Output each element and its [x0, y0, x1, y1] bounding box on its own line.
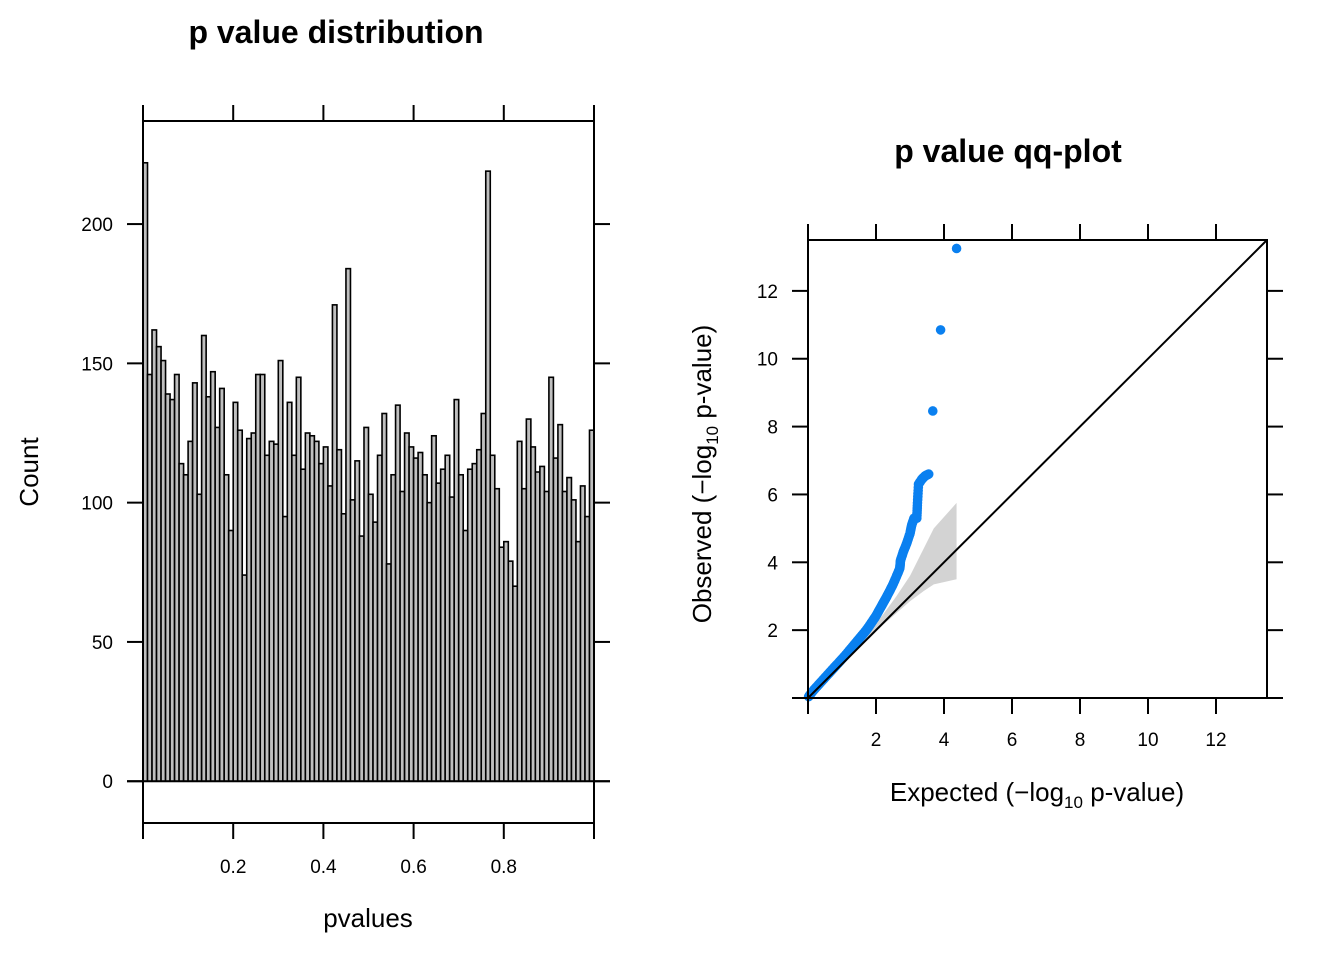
histogram-x-tick-label: 0.6: [400, 857, 426, 878]
histogram-y-tick-label: 150: [81, 354, 113, 375]
histogram-bars: [142, 161, 595, 783]
qq-x-axis-label: Expected (−log10 p-value): [890, 777, 1184, 812]
qq-reference-line: [807, 239, 1268, 699]
qq-y-tick-label: 4: [767, 553, 778, 574]
qq-plot-frame: [807, 239, 1268, 699]
qq-x-tick-label: 6: [1007, 730, 1018, 751]
qq-y-axis-label: Observed (−log10 p-value): [687, 325, 722, 624]
qq-x-tick-label: 2: [871, 730, 882, 751]
histogram-y-tick-label: 50: [92, 633, 113, 654]
qq-plot-title: p value qq-plot: [894, 133, 1122, 169]
qq-y-tick-label: 2: [767, 621, 778, 642]
histogram-y-tick-label: 200: [81, 215, 113, 236]
qq-y-tick-label: 8: [767, 418, 778, 439]
qq-x-tick-label: 12: [1205, 730, 1226, 751]
qq-x-ticks: 2 4 6 8 10 12: [807, 224, 1227, 751]
qq-x-tick-label: 4: [939, 730, 950, 751]
qq-x-tick-label: 10: [1137, 730, 1158, 751]
qq-x-label-prefix: Expected (−log: [890, 777, 1064, 807]
qq-y-tick-label: 6: [767, 485, 778, 506]
qq-confidence-band: [855, 502, 957, 651]
histogram-y-ticks: 0 50 100 150 200: [81, 215, 610, 793]
histogram-y-tick-label: 100: [81, 494, 113, 515]
qq-point: [951, 243, 962, 254]
qq-y-label-subscript: 10: [703, 426, 722, 445]
qq-x-label-subscript: 10: [1064, 793, 1083, 812]
qq-plot-panel: p value qq-plot 2 4 6 8 10 12 2 4 6 8 10 12 Expect…: [687, 133, 1283, 812]
qq-y-label-suffix: p-value): [687, 325, 717, 426]
histogram-x-ticks-top: [142, 105, 595, 121]
qq-x-tick-label: 8: [1075, 730, 1086, 751]
histogram-x-tick-label: 0.4: [310, 857, 337, 878]
histogram-x-ticks: 0.2 0.4 0.6 0.8: [142, 823, 595, 878]
histogram-title: p value distribution: [188, 14, 483, 50]
qq-y-tick-label: 12: [757, 282, 778, 303]
qq-y-label-prefix: Observed (−log: [687, 445, 717, 623]
histogram-x-tick-label: 0.8: [491, 857, 517, 878]
qq-point: [927, 406, 938, 416]
qq-y-tick-label: 10: [757, 350, 778, 371]
histogram-frame: [142, 120, 595, 824]
histogram-y-axis-label: Count: [14, 437, 44, 507]
histogram-panel: p value distribution 0.2 0.4 0.6 0.8 0 50 100…: [14, 14, 610, 933]
histogram-x-tick-label: 0.2: [220, 857, 246, 878]
histogram-y-tick-label: 0: [102, 772, 113, 793]
qq-points: [803, 243, 962, 702]
qq-y-ticks: 2 4 6 8 10 12: [757, 282, 1283, 699]
qq-point: [923, 469, 934, 479]
qq-point: [935, 325, 946, 335]
qq-x-label-suffix: p-value): [1083, 777, 1184, 807]
histogram-x-axis-label: pvalues: [323, 903, 413, 933]
